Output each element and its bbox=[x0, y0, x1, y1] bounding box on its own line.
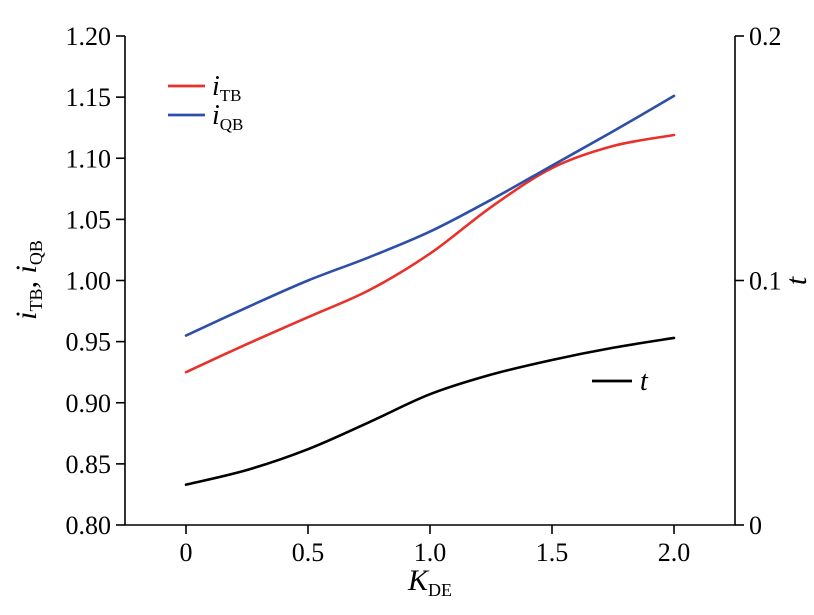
y-axis-left-title-main-a: i bbox=[10, 312, 43, 320]
series-line-i-qb bbox=[184, 94, 676, 337]
x-tick-label: 2.0 bbox=[658, 538, 691, 567]
y-right-tick-label: 0 bbox=[749, 511, 762, 540]
x-axis-title: KDE bbox=[407, 564, 452, 600]
y-axis-left-title-main-b: i bbox=[10, 265, 43, 273]
y-left-tick-label: 1.20 bbox=[66, 22, 112, 51]
y-left-tick-label: 1.10 bbox=[66, 144, 112, 173]
axes: 0 0.5 1.0 1.5 2.0 0.80 0.85 0.90 0.95 1.00 1.05 1.1… bbox=[66, 22, 782, 567]
y-right-tick-label: 0.1 bbox=[749, 267, 782, 296]
legend-label-sub: QB bbox=[220, 115, 244, 134]
y-left-tick-label: 1.05 bbox=[66, 205, 112, 234]
series-line-i-tb bbox=[184, 133, 676, 374]
legend-label: iQB bbox=[212, 100, 243, 134]
y-left-tick-label: 0.80 bbox=[66, 511, 112, 540]
legend-label: iTB bbox=[212, 71, 242, 105]
y-axis-left-title-sub-a: TB bbox=[26, 289, 46, 312]
legend-label: t bbox=[640, 366, 649, 397]
legend-label-main: t bbox=[640, 366, 649, 397]
x-tick-label: 1.5 bbox=[536, 538, 569, 567]
y-axis-left-title-sub-b: QB bbox=[26, 240, 46, 265]
legend-label-main: i bbox=[212, 100, 220, 131]
legend-label-sub: TB bbox=[220, 86, 242, 105]
y-axis-right-title: t bbox=[780, 276, 813, 285]
x-axis-title-sub: DE bbox=[428, 580, 452, 600]
y-left-tick-label: 0.90 bbox=[66, 389, 112, 418]
series-line-t bbox=[184, 336, 676, 486]
x-tick-label: 0.5 bbox=[292, 538, 325, 567]
series-layer bbox=[184, 94, 676, 486]
legend-label-main: i bbox=[212, 71, 220, 102]
x-tick-label: 0 bbox=[180, 538, 193, 567]
y-axis-left-title-sep: , bbox=[10, 274, 43, 289]
y-left-tick-label: 1.00 bbox=[66, 267, 112, 296]
y-left-tick-label: 1.15 bbox=[66, 83, 112, 112]
x-axis-title-main: K bbox=[407, 564, 430, 597]
y-left-tick-label: 0.85 bbox=[66, 450, 112, 479]
x-tick-label: 1.0 bbox=[414, 538, 447, 567]
y-left-tick-label: 0.95 bbox=[66, 328, 112, 357]
y-axis-left-title: iTB, iQB bbox=[10, 240, 46, 320]
y-right-tick-label: 0.2 bbox=[749, 22, 782, 51]
